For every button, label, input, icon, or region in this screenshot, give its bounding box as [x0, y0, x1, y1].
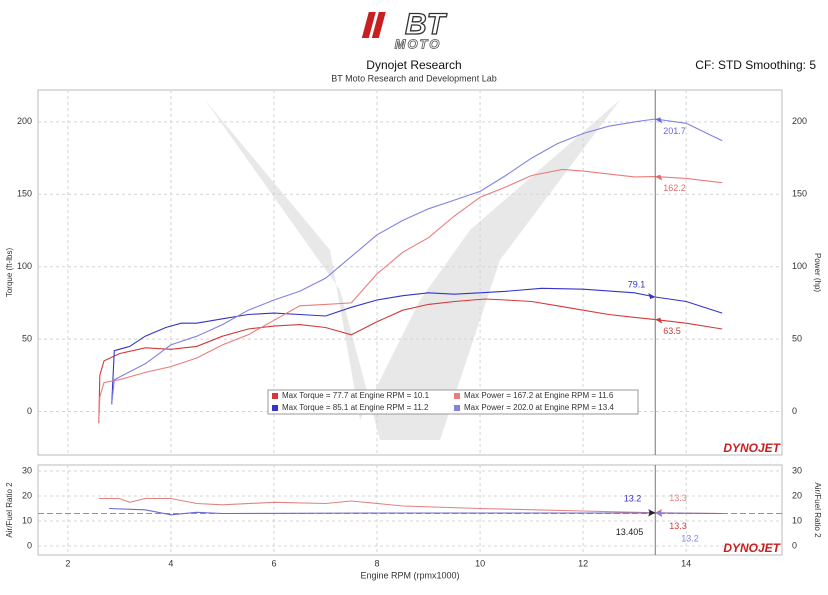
logo: BT: [405, 8, 448, 41]
x-tick-label: 2: [65, 558, 70, 568]
y2-tick-label: 0: [792, 406, 797, 416]
y-tick-label: 10: [22, 515, 32, 525]
y2-tick-label: 0: [792, 540, 797, 550]
annotation-arrow: [655, 174, 663, 181]
legend-label: Max Power = 202.0 at Engine RPM = 13.4: [464, 403, 614, 412]
annotation-arrow: [655, 117, 663, 124]
y-tick-label: 30: [22, 465, 32, 475]
annotation-label: 63.5: [663, 326, 681, 336]
annotation-label: 13.3: [669, 493, 687, 503]
y2-axis-title: Air/Fuel Ratio 2: [813, 482, 822, 538]
y-tick-label: 200: [17, 116, 32, 126]
plot-area: [37, 89, 783, 456]
x-tick-label: 12: [578, 558, 588, 568]
annotation-label: 13.2: [624, 493, 642, 503]
legend-label: Max Torque = 85.1 at Engine RPM = 11.2: [282, 403, 429, 412]
legend-box: [267, 389, 639, 415]
brand: DYNOJET: [723, 441, 781, 455]
series-line: [109, 507, 723, 516]
annotation-arrow: [648, 292, 656, 299]
settings: CF: STD Smoothing: 5: [695, 58, 816, 72]
y-tick-label: 100: [17, 261, 32, 271]
y-tick-label: 0: [27, 540, 32, 550]
annotation-label: 13.3: [669, 521, 687, 531]
series-line: [98, 497, 723, 515]
annotation-arrow: [655, 317, 663, 324]
annotation-label: 79.1: [628, 279, 646, 289]
legend-swatch: [454, 405, 460, 411]
y2-tick-label: 200: [792, 116, 807, 126]
series-line: [98, 168, 723, 424]
annotation-arrow: [648, 510, 656, 517]
x-tick-label: 8: [375, 558, 380, 568]
legend-label: Max Torque = 77.7 at Engine RPM = 10.1: [282, 391, 430, 400]
y2-tick-label: 30: [792, 465, 802, 475]
plot-area: [37, 464, 783, 556]
annotation-label: 162.2: [663, 183, 686, 193]
annotation-label: 201.7: [663, 126, 686, 136]
legend-label: Max Power = 167.2 at Engine RPM = 11.6: [464, 391, 614, 400]
y2-tick-label: 100: [792, 261, 807, 271]
x-tick-label: 4: [168, 558, 173, 568]
y-axis-title: Air/Fuel Ratio 2: [5, 482, 14, 538]
x-tick-label: 6: [271, 558, 276, 568]
series-line: [111, 118, 723, 405]
brand: DYNOJET: [723, 541, 781, 555]
x-tick-label: 14: [681, 558, 691, 568]
legend-swatch: [272, 393, 278, 399]
legend-swatch: [454, 393, 460, 399]
logo-stripe: [371, 12, 386, 38]
annotation-label: 13.405: [616, 527, 644, 537]
y2-tick-label: 50: [792, 334, 802, 344]
y2-tick-label: 10: [792, 515, 802, 525]
y2-axis-title: Power (hp): [813, 253, 822, 292]
legend-swatch: [272, 405, 278, 411]
annotation-label: 13.2: [681, 533, 699, 543]
y2-tick-label: 20: [792, 490, 802, 500]
subtitle: BT Moto Research and Development Lab: [331, 73, 496, 83]
x-axis-title: Engine RPM (rpmx1000): [360, 570, 459, 580]
series-line: [111, 287, 723, 405]
y-tick-label: 50: [22, 334, 32, 344]
watermark: [205, 100, 620, 440]
series-line: [98, 298, 723, 424]
y-tick-label: 20: [22, 490, 32, 500]
annotation-arrow: [655, 511, 663, 517]
y-tick-label: 0: [27, 406, 32, 416]
y-axis-title: Torque (ft-lbs): [5, 247, 14, 297]
logo-sub: MOTO: [395, 36, 442, 51]
logo-stripe: [361, 12, 376, 38]
y-tick-label: 150: [17, 189, 32, 199]
x-tick-label: 10: [475, 558, 485, 568]
title: Dynojet Research: [366, 58, 461, 72]
y2-tick-label: 150: [792, 189, 807, 199]
